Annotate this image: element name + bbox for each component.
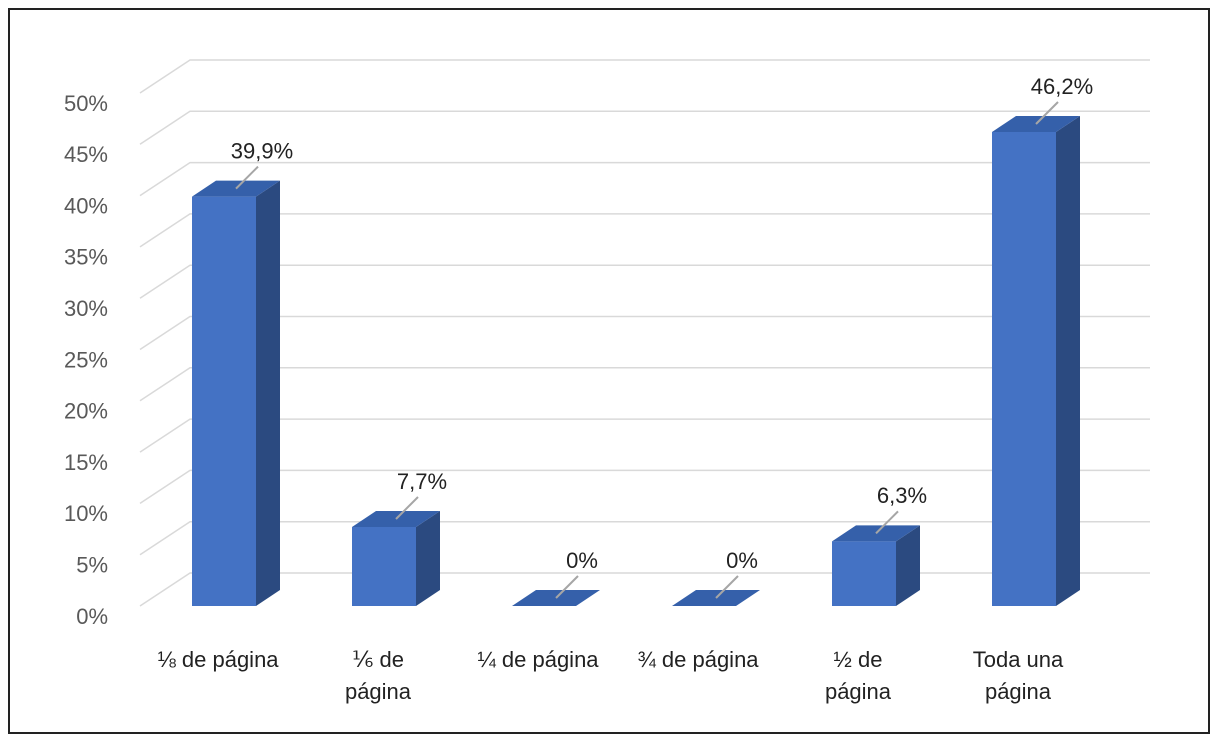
bar-side — [1056, 115, 1080, 606]
bar-side — [896, 525, 920, 606]
value-label: 6,3% — [877, 483, 927, 508]
x-tick-label: ⅙ de página — [344, 647, 412, 704]
bar-front — [992, 131, 1056, 606]
bar-top — [992, 115, 1080, 132]
leader-line — [875, 510, 899, 535]
leader-line — [715, 575, 739, 599]
grid-line — [139, 520, 1150, 556]
x-tick-label: ⅛ de página — [157, 647, 279, 672]
bar-front — [352, 526, 416, 606]
grid-line — [139, 264, 1150, 299]
bar-front — [192, 196, 256, 606]
leader-line — [235, 165, 259, 190]
y-tick-label: 20% — [64, 399, 108, 424]
grid-line — [139, 161, 1150, 197]
grid-line — [139, 59, 1150, 94]
x-tick-label: ½ de página — [824, 647, 892, 704]
y-tick-label: 10% — [64, 501, 108, 526]
grid-line — [139, 315, 1150, 351]
value-label: 0% — [566, 548, 598, 573]
chart-frame — [8, 8, 1210, 734]
x-tick-label: ¾ de página — [637, 647, 759, 672]
x-tick-label: ¼ de página — [477, 647, 599, 672]
leader-line — [395, 496, 419, 520]
grid-line — [139, 110, 1150, 145]
y-tick-label: 40% — [64, 193, 108, 218]
y-tick-label: 35% — [64, 245, 108, 270]
value-label: 39,9% — [231, 138, 293, 163]
value-label: 46,2% — [1031, 74, 1093, 99]
y-tick-label: 30% — [64, 296, 108, 321]
bar-side — [256, 180, 280, 606]
bar-front — [832, 541, 896, 606]
grid-line — [139, 572, 1150, 607]
y-tick-label: 45% — [64, 142, 108, 167]
y-tick-label: 50% — [64, 91, 108, 116]
grid-line — [139, 367, 1150, 402]
y-tick-label: 5% — [76, 553, 108, 578]
value-label: 7,7% — [397, 469, 447, 494]
y-tick-label: 0% — [76, 604, 108, 629]
bar-side — [416, 510, 440, 606]
leader-line — [1035, 101, 1059, 125]
leader-line — [555, 575, 579, 599]
y-tick-label: 25% — [64, 347, 108, 372]
grid-line — [139, 213, 1150, 248]
grid-line — [139, 469, 1150, 505]
value-label: 0% — [726, 548, 758, 573]
y-tick-label: 15% — [64, 450, 108, 475]
grid-line — [139, 418, 1150, 453]
x-tick-label: Toda una página — [972, 647, 1064, 704]
